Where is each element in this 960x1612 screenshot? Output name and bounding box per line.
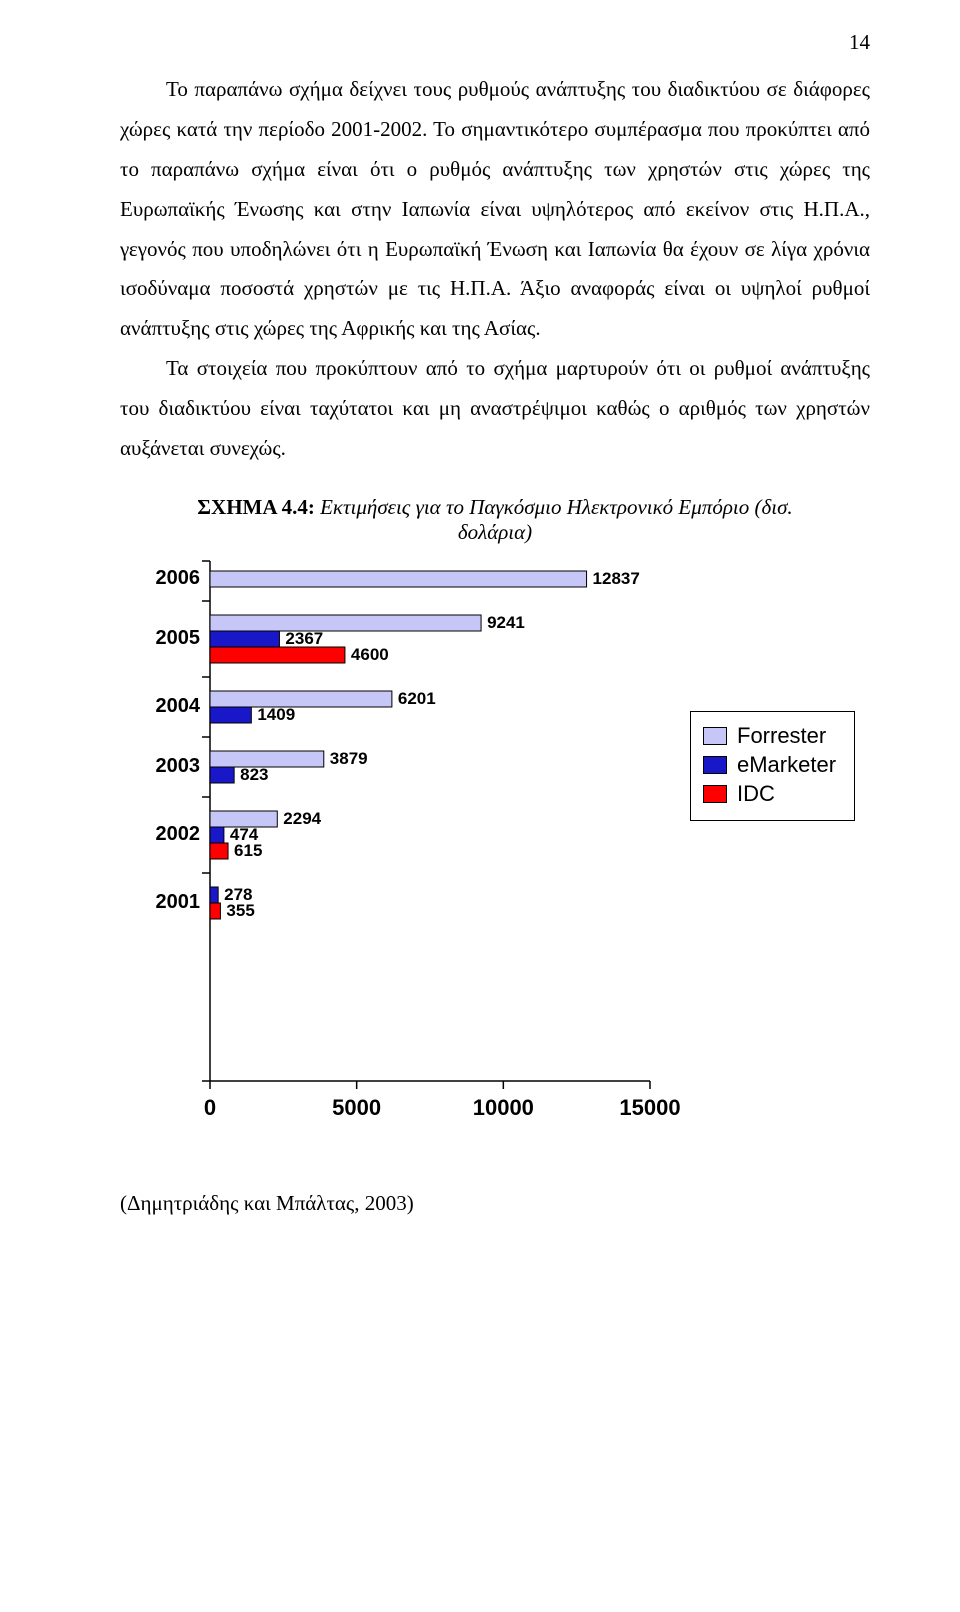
legend-label: eMarketer xyxy=(737,752,836,778)
bar-value-label: 4600 xyxy=(351,645,389,665)
legend-item: eMarketer xyxy=(703,752,836,778)
bar xyxy=(210,691,392,707)
x-axis-label: 0 xyxy=(204,1095,216,1121)
y-axis-label: 2006 xyxy=(140,567,200,590)
bar xyxy=(210,903,220,919)
figure-caption-text-1: Εκτιμήσεις για το Παγκόσμιο Ηλεκτρονικό … xyxy=(315,495,793,519)
x-axis-label: 15000 xyxy=(619,1095,680,1121)
y-axis-label: 2002 xyxy=(140,823,200,846)
bar-chart: 2006 12837 2005 9241 2367 4600 2004 6201 1409 200… xyxy=(120,555,880,1141)
legend-label: Forrester xyxy=(737,723,826,749)
body-text: Το παραπάνω σχήμα δείχνει τους ρυθμούς α… xyxy=(120,70,870,469)
figure-caption-label: ΣΧΗΜΑ 4.4: xyxy=(197,495,315,519)
y-axis-label: 2004 xyxy=(140,695,200,718)
bar-value-label: 2367 xyxy=(285,629,323,649)
figure-caption-text-2: δολάρια) xyxy=(458,520,532,544)
bar xyxy=(210,887,218,903)
bar xyxy=(210,631,279,647)
bar-value-label: 355 xyxy=(226,901,254,921)
bar-value-label: 6201 xyxy=(398,689,436,709)
figure-caption: ΣΧΗΜΑ 4.4: Εκτιμήσεις για το Παγκόσμιο Η… xyxy=(120,495,870,545)
page-number: 14 xyxy=(849,30,870,55)
bar xyxy=(210,843,228,859)
paragraph-1: Το παραπάνω σχήμα δείχνει τους ρυθμούς α… xyxy=(120,70,870,349)
bar xyxy=(210,615,481,631)
bar xyxy=(210,827,224,843)
legend-label: IDC xyxy=(737,781,775,807)
bar xyxy=(210,707,251,723)
bar-value-label: 823 xyxy=(240,765,268,785)
legend-swatch xyxy=(703,785,727,803)
legend-swatch xyxy=(703,727,727,745)
bar-value-label: 2294 xyxy=(283,809,321,829)
y-axis-label: 2005 xyxy=(140,627,200,650)
page: 14 Το παραπάνω σχήμα δείχνει τους ρυθμού… xyxy=(0,0,960,1612)
x-axis-label: 10000 xyxy=(473,1095,534,1121)
y-axis-label: 2003 xyxy=(140,755,200,778)
bar xyxy=(210,571,587,587)
legend-item: Forrester xyxy=(703,723,836,749)
bar xyxy=(210,647,345,663)
legend-item: IDC xyxy=(703,781,836,807)
chart-legend: Forrester eMarketer IDC xyxy=(690,711,855,821)
x-axis-label: 5000 xyxy=(332,1095,381,1121)
bar-value-label: 1409 xyxy=(257,705,295,725)
bar-value-label: 615 xyxy=(234,841,262,861)
bar-value-label: 3879 xyxy=(330,749,368,769)
paragraph-2: Τα στοιχεία που προκύπτουν από το σχήμα … xyxy=(120,349,870,469)
y-axis-label: 2001 xyxy=(140,891,200,914)
bar xyxy=(210,767,234,783)
figure-source: (Δημητριάδης και Μπάλτας, 2003) xyxy=(120,1191,870,1216)
legend-swatch xyxy=(703,756,727,774)
bar-value-label: 12837 xyxy=(593,569,640,589)
bar-value-label: 9241 xyxy=(487,613,525,633)
